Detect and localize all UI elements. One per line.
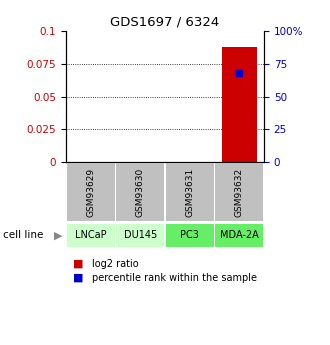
Text: GSM93631: GSM93631	[185, 168, 194, 217]
Text: GSM93630: GSM93630	[136, 168, 145, 217]
Text: cell line: cell line	[3, 230, 44, 240]
Bar	[222, 47, 257, 162]
Text: ■: ■	[73, 259, 83, 269]
Text: PC3: PC3	[180, 230, 199, 240]
Text: GSM93629: GSM93629	[86, 168, 95, 217]
Text: LNCaP: LNCaP	[75, 230, 107, 240]
Text: ■: ■	[73, 273, 83, 283]
Text: ▶: ▶	[54, 230, 63, 240]
Text: DU145: DU145	[124, 230, 157, 240]
Text: MDA-2A: MDA-2A	[220, 230, 259, 240]
Text: GDS1697 / 6324: GDS1697 / 6324	[110, 16, 220, 29]
Text: percentile rank within the sample: percentile rank within the sample	[92, 273, 257, 283]
Text: log2 ratio: log2 ratio	[92, 259, 139, 269]
Text: GSM93632: GSM93632	[235, 168, 244, 217]
